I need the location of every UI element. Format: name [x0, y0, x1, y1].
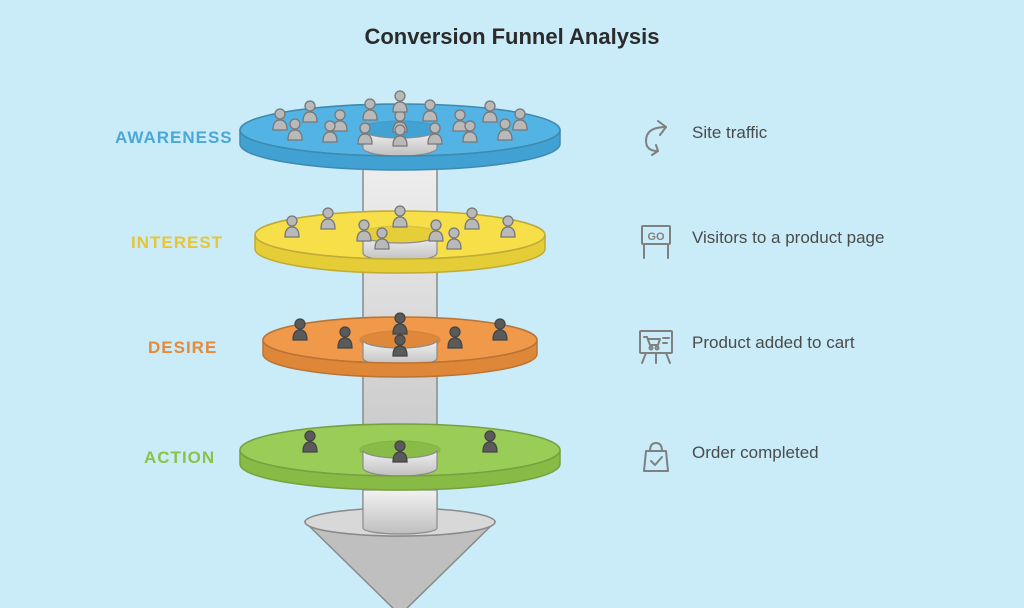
stage-desc-awareness: Site traffic [692, 123, 767, 143]
bag-check-icon [632, 433, 680, 481]
stage-desc-interest: Visitors to a product page [692, 228, 884, 248]
svg-text:GO: GO [647, 231, 665, 243]
funnel-stage-awareness [240, 91, 560, 156]
stage-desc-action: Order completed [692, 443, 819, 463]
stage-label-action: ACTION [144, 448, 215, 468]
stage-label-awareness: AWARENESS [115, 128, 233, 148]
funnel-diagram [0, 0, 1024, 608]
cart-board-icon [632, 323, 680, 371]
stage-label-interest: INTEREST [131, 233, 223, 253]
stage-desc-desire: Product added to cart [692, 333, 855, 353]
go-sign-icon: GO [632, 218, 680, 266]
arrow-back-icon [632, 113, 680, 161]
stage-label-desire: DESIRE [148, 338, 217, 358]
